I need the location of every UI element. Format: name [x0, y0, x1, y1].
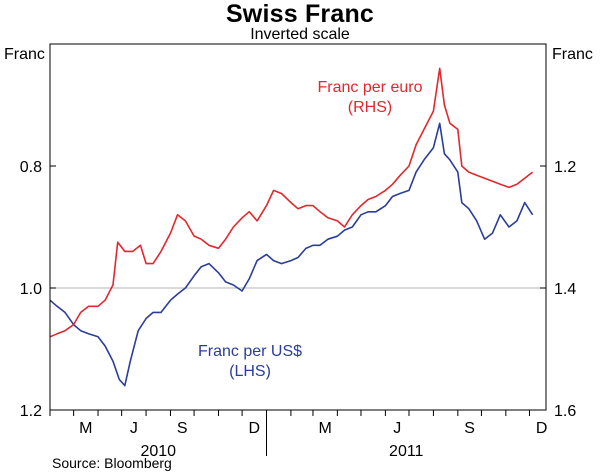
chart-title: Swiss Franc — [225, 0, 375, 28]
year-label: 2010 — [140, 443, 176, 460]
left-tick-label: 0.8 — [20, 159, 42, 176]
series-lines — [49, 67, 534, 387]
year-label: 2011 — [389, 443, 424, 460]
axis-ticks: 0.8 1.0 1.2 1.2 1.4 1.6 M J S D M J S D 2010 2011 — [20, 159, 577, 460]
month-tick-label: J — [130, 420, 138, 437]
month-tick-label: M — [79, 420, 92, 437]
right-tick-label: 1.4 — [554, 281, 576, 298]
right-axis-unit: Franc — [552, 46, 593, 63]
annotation-label: (LHS) — [229, 363, 271, 380]
annotation-label: Franc per US$ — [198, 343, 302, 360]
right-tick-label: 1.6 — [554, 403, 576, 420]
annotation-label: (RHS) — [348, 99, 392, 116]
right-tick-label: 1.2 — [554, 159, 576, 176]
series-line-franc-per-euro — [49, 67, 534, 338]
month-tick-label: J — [393, 420, 401, 437]
series-line-franc-per-usd — [49, 122, 534, 387]
left-tick-label: 1.2 — [20, 403, 42, 420]
month-tick-label: D — [536, 420, 548, 437]
annotation-label: Franc per euro — [318, 79, 423, 96]
plot-frame — [49, 43, 547, 411]
left-axis-unit: Franc — [4, 46, 45, 63]
month-tick-label: D — [249, 420, 261, 437]
left-tick-label: 1.0 — [20, 281, 42, 298]
annotations: Franc per euro (RHS) Franc per US$ (LHS) — [198, 79, 423, 380]
chart-subtitle: Inverted scale — [250, 26, 350, 43]
month-tick-label: M — [318, 420, 331, 437]
source-note: Source: Bloomberg — [52, 455, 172, 471]
month-tick-label: S — [464, 420, 475, 437]
month-tick-label: S — [177, 420, 188, 437]
